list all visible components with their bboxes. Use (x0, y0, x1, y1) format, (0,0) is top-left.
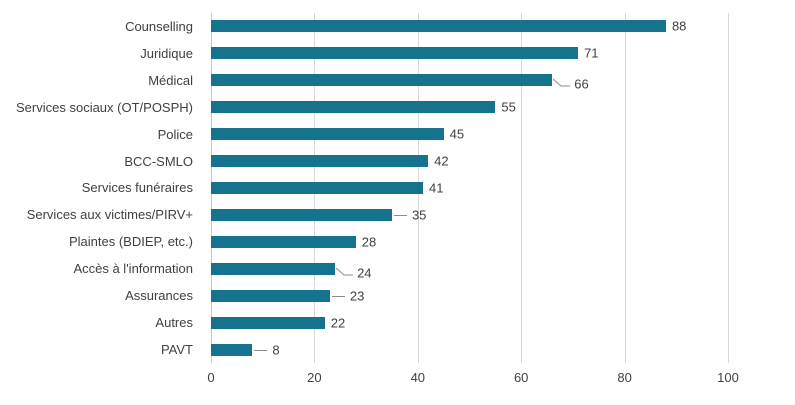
data-label: 28 (361, 234, 377, 250)
x-tick-label: 80 (617, 370, 632, 385)
gridline (521, 13, 523, 363)
data-label: 35 (411, 207, 427, 223)
category-label: Services funéraires (81, 180, 193, 196)
gridline (728, 13, 729, 363)
bar (211, 20, 666, 33)
bar (211, 316, 325, 329)
data-label: 24 (357, 265, 372, 281)
bar-row: 42 (211, 148, 728, 175)
leader-line (553, 78, 571, 87)
leader-line (254, 349, 268, 351)
category-label: Counselling (125, 18, 193, 34)
category-axis: Counselling Juridique Médical Services soci… (0, 13, 202, 363)
category-label: Plaintes (BDIEP, etc.) (68, 234, 193, 250)
bar-row: 88 (211, 13, 728, 40)
category-label: Services aux victimes/PIRV+ (26, 207, 193, 223)
data-label: 88 (671, 18, 687, 34)
bar-row: 66 (211, 67, 728, 94)
x-tick-label: 100 (717, 370, 739, 385)
bar (211, 47, 579, 60)
x-tick-label: 20 (307, 370, 322, 385)
category-label: Assurances (125, 288, 193, 304)
bar-row: 24 (211, 255, 728, 282)
bar (211, 181, 423, 194)
category-label: Autres (155, 315, 193, 331)
leader-line (336, 267, 354, 276)
x-tick-label: 60 (513, 370, 529, 385)
category-label: Services sociaux (OT/POSPH) (16, 99, 193, 115)
bar-row: 71 (211, 40, 728, 67)
category-label: Accès à l'information (73, 261, 193, 277)
bar (211, 74, 553, 87)
bar (211, 289, 330, 302)
bar-row: 35 (211, 201, 728, 228)
leader-line (331, 295, 345, 297)
bar (211, 208, 392, 221)
bar (211, 262, 336, 275)
x-tick-label: 40 (410, 370, 426, 385)
data-label: 23 (349, 288, 365, 304)
x-tick-label: 0 (207, 370, 215, 385)
data-label: 8 (272, 342, 280, 358)
data-label: 45 (449, 126, 465, 142)
data-label: 42 (434, 153, 449, 169)
bar-row: 41 (211, 175, 728, 202)
data-label: 71 (584, 45, 599, 61)
bar (211, 128, 444, 141)
category-label: BCC-SMLO (124, 153, 193, 169)
leader-line (393, 214, 407, 216)
bar-row: 55 (211, 94, 728, 121)
data-label: 55 (501, 99, 516, 115)
bar-row: 22 (211, 309, 728, 336)
category-label: Police (157, 126, 193, 142)
gridline (624, 13, 626, 363)
bar (211, 155, 429, 168)
data-label: 41 (428, 180, 444, 196)
data-label: 66 (574, 76, 589, 92)
bar (211, 101, 496, 114)
category-label: Médical (148, 72, 193, 88)
plot-area: 88 71 66 55 45 42 41 35 28 24 23 22 8 (211, 13, 729, 363)
category-label: Juridique (140, 45, 193, 61)
bar (211, 343, 253, 356)
bar (211, 235, 356, 248)
x-axis: 0 20 40 60 80 100 (207, 370, 738, 390)
bar-row: 28 (211, 228, 728, 255)
bar-row: 45 (211, 121, 728, 148)
category-label: PAVT (160, 342, 193, 358)
bar-row: 23 (211, 282, 728, 309)
data-label: 22 (330, 315, 346, 331)
bar-row: 8 (211, 336, 728, 363)
